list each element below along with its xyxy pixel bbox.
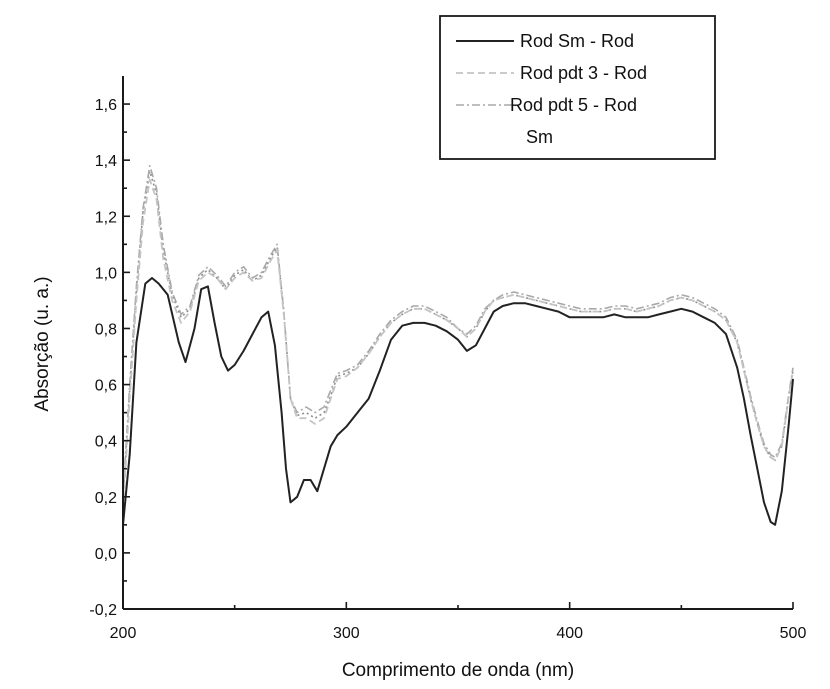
y-tick-label: -0,2 [89,602,117,619]
plot-area [122,165,794,526]
y-tick-label: 0,6 [95,378,117,395]
x-tick-label: 400 [556,625,583,642]
y-tick-label: 0,4 [95,434,117,451]
legend-box [439,15,716,160]
y-axis-title: Absorção (u. a.) [32,276,53,411]
y-tick-label: 1,4 [95,153,117,170]
series-line-4 [122,170,794,503]
y-tick-label: 1,2 [95,209,117,226]
y-axis-ticks: -0,2 0,0 0,2 0,4 0,6 0,8 1,0 1,2 1,4 1,6 [89,97,130,619]
x-tick-label: 500 [780,625,807,642]
legend-label-4: Sm [526,127,553,147]
series-line-2 [122,178,794,511]
series-line-3 [122,165,794,497]
legend: Rod Sm - Rod Rod pdt 3 - Rod Rod pdt 5 - R… [439,15,716,160]
legend-label-1: Rod Sm - Rod [520,31,634,51]
y-tick-label: 1,6 [95,97,117,114]
x-axis-ticks: 200 300 400 500 [110,602,807,642]
legend-label-2: Rod pdt 3 - Rod [520,63,647,83]
y-tick-label: 0,2 [95,490,117,507]
y-tick-label: 0,0 [95,546,117,563]
series-line-1 [122,277,794,526]
y-tick-label: 1,0 [95,265,117,282]
x-tick-label: 300 [333,625,360,642]
x-tick-label: 200 [110,625,137,642]
y-tick-label: 0,8 [95,321,117,338]
legend-label-3: Rod pdt 5 - Rod [510,95,637,115]
x-axis-title: Comprimento de onda (nm) [342,660,574,681]
